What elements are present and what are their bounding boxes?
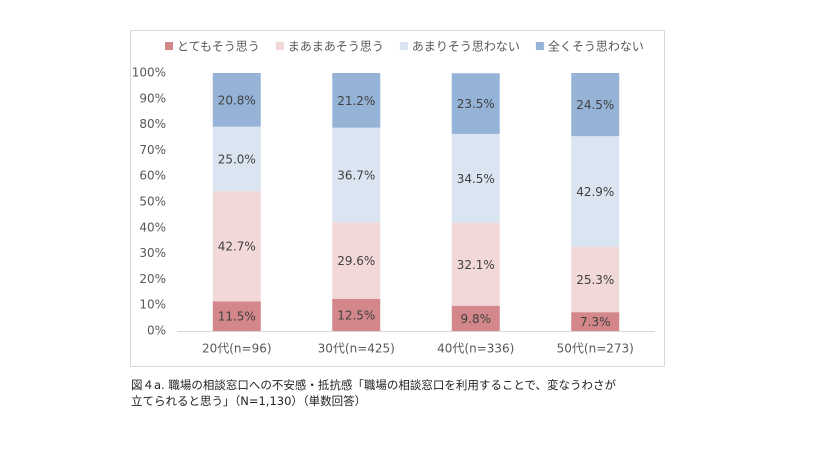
caption-line: 図４a. 職場の相談窓口への不安感・抵抗感「職場の相談窓口を利用することで、変な…: [131, 378, 617, 392]
value-label: 11.5%: [218, 310, 256, 324]
x-tick-label: 30代(n=425): [318, 342, 395, 356]
value-label: 36.7%: [337, 169, 375, 183]
y-tick-label: 80%: [139, 117, 166, 131]
value-label: 12.5%: [337, 308, 375, 322]
bar-segment: [571, 312, 620, 331]
y-tick-label: 70%: [139, 143, 166, 157]
y-tick-label: 10%: [139, 298, 166, 312]
x-tick-label: 20代(n=96): [202, 342, 272, 356]
value-label: 23.5%: [457, 97, 495, 111]
legend-label: とてもそう思う: [177, 40, 260, 54]
y-tick-label: 100%: [132, 66, 166, 80]
value-label: 42.9%: [576, 185, 614, 199]
y-tick-label: 20%: [139, 272, 166, 286]
bar-segment: [571, 73, 620, 137]
y-tick-label: 50%: [139, 195, 166, 209]
legend-label: 全くそう思わない: [548, 39, 644, 54]
bar-segment: [212, 301, 261, 331]
bar-segment: [571, 246, 620, 313]
bar-segment: [332, 222, 381, 299]
bar-segment: [571, 136, 620, 247]
legend-swatch: [535, 42, 544, 50]
value-label: 29.6%: [337, 254, 375, 268]
bar-segment: [332, 127, 381, 223]
value-label: 32.1%: [457, 258, 495, 272]
bar-segment: [212, 191, 261, 302]
legend-label: まあまあそう思う: [288, 40, 384, 54]
value-label: 25.3%: [576, 273, 614, 287]
value-label: 25.0%: [218, 152, 256, 166]
bar-segment: [212, 73, 261, 127]
caption-line: 立てられると思う」（N=1,130）（単数回答）: [131, 394, 367, 408]
y-tick-label: 30%: [139, 246, 166, 260]
x-tick-label: 50代(n=273): [557, 342, 634, 356]
value-label: 24.5%: [576, 98, 614, 112]
y-tick-label: 40%: [139, 220, 166, 234]
bar-segment: [451, 133, 500, 223]
legend-swatch: [165, 42, 173, 50]
bar-segment: [332, 73, 381, 128]
y-tick-label: 60%: [139, 169, 166, 183]
value-label: 34.5%: [457, 172, 495, 186]
bar-segment: [451, 222, 500, 306]
y-tick-label: 90%: [139, 91, 166, 105]
value-label: 9.8%: [461, 312, 492, 326]
value-label: 20.8%: [218, 93, 256, 107]
value-label: 42.7%: [218, 240, 256, 254]
value-label: 21.2%: [337, 94, 375, 108]
bar-segment: [451, 305, 500, 331]
x-tick-label: 40代(n=336): [437, 342, 514, 356]
bar-segment: [451, 73, 500, 134]
bar-segment: [332, 298, 381, 331]
chart-frame: [130, 30, 665, 367]
bar-segment: [212, 126, 261, 192]
legend-swatch: [399, 42, 408, 50]
legend-label: あまりそう思わない: [412, 40, 520, 54]
y-tick-label: 0%: [147, 324, 166, 338]
value-label: 7.3%: [580, 315, 611, 329]
legend-swatch: [275, 42, 284, 50]
